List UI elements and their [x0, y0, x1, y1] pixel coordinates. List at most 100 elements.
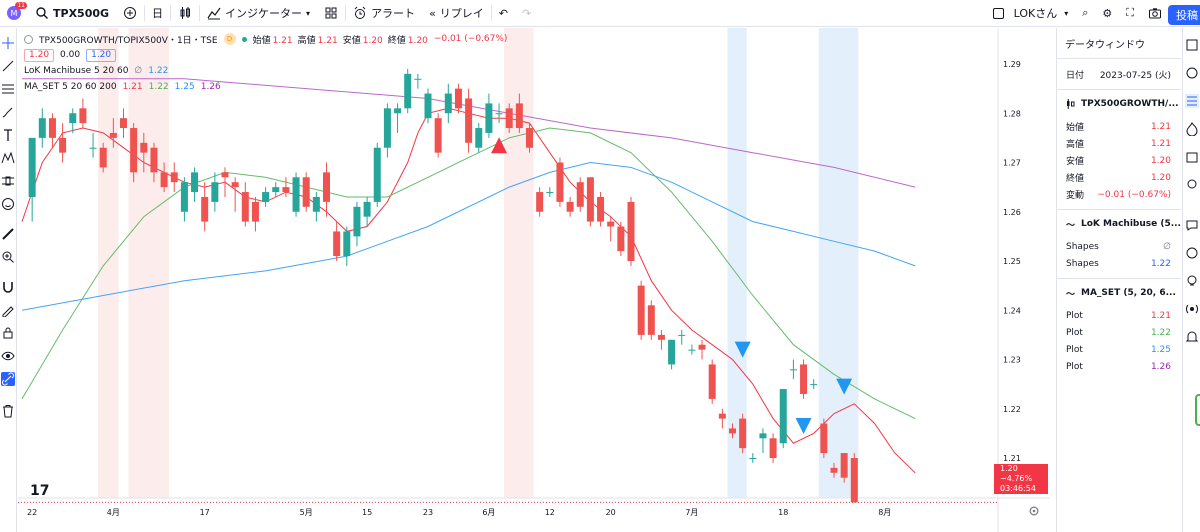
- ohlc-item: 高値 1.21: [298, 33, 338, 46]
- candle-body: [729, 428, 736, 434]
- signal-band: [818, 28, 859, 498]
- candle-body: [191, 172, 199, 193]
- fullscreen-icon: ⛶: [1126, 6, 1134, 19]
- avatar[interactable]: M 11: [7, 2, 27, 20]
- candle-body: [668, 339, 676, 365]
- ohlc-item: 始値 1.21: [253, 33, 293, 46]
- brush-icon[interactable]: [1, 105, 15, 119]
- price-tick-label: 1.28: [1003, 109, 1021, 118]
- candle-body: [109, 132, 117, 138]
- row-value: −0.01 (−0.67%): [1097, 189, 1171, 200]
- gear-icon: ⚙: [1102, 6, 1113, 20]
- data-row: Plot 1.21: [1057, 307, 1181, 324]
- redo-button[interactable]: ↷: [515, 0, 538, 27]
- settings-button[interactable]: ⚙: [1095, 0, 1119, 27]
- symbol-section: TPX500GROWTH/... 始値 1.21 高値 1.21 安値 1.20 終値 1.2…: [1057, 90, 1181, 210]
- undo-button[interactable]: ↶: [492, 0, 515, 27]
- data-row: Plot 1.22: [1057, 324, 1181, 341]
- row-value: 1.25: [1150, 344, 1171, 355]
- chat-icon[interactable]: [1185, 218, 1199, 232]
- date-label: 日付: [1066, 70, 1085, 81]
- watchlist-icon[interactable]: [1185, 38, 1199, 52]
- help-icon[interactable]: [1185, 246, 1199, 260]
- row-label: 始値: [1066, 123, 1085, 133]
- chart-pane[interactable]: 1.29 1.28 1.27 1.26 1.25 1.24 1.23 1.22 1.21 22 4月…: [18, 28, 1050, 532]
- crosshair-icon[interactable]: [1, 36, 15, 50]
- green-status-tab[interactable]: [1195, 394, 1200, 426]
- trash-icon[interactable]: [1, 404, 15, 418]
- hotlist-icon[interactable]: [1185, 122, 1199, 136]
- layouts-button[interactable]: [317, 0, 345, 27]
- indicator-title: MA_SET (5, 20, 6...: [1081, 288, 1176, 298]
- market-status-icon[interactable]: [241, 36, 247, 42]
- ohlc-values: 始値 1.21 高値 1.21 安値 1.20 終値 1.20: [253, 33, 428, 46]
- ideas-icon[interactable]: [1185, 178, 1199, 192]
- user-avatar[interactable]: M 11: [0, 0, 28, 27]
- series-title[interactable]: TPX500GROWTH/TOPIX500V・1日・TSE: [39, 35, 218, 46]
- lightbulb-icon[interactable]: [1185, 274, 1199, 288]
- publish-button[interactable]: 投稿: [1168, 5, 1200, 25]
- indicators-button[interactable]: インジケーター ▾: [200, 0, 317, 27]
- interval-button[interactable]: 日: [145, 0, 170, 27]
- candle-body: [617, 226, 625, 252]
- dividends-badge[interactable]: D: [223, 33, 236, 45]
- replay-icon: «: [429, 6, 436, 20]
- broadcast-icon[interactable]: [1185, 302, 1199, 316]
- sell-price-box[interactable]: 1.20: [24, 48, 55, 62]
- price-tick-label: 1.22: [1003, 405, 1021, 414]
- indicator-legend-machibuse[interactable]: LoK Machibuse 5 20 60 ∅ 1.22: [24, 63, 507, 79]
- alarm-icon[interactable]: [1185, 66, 1199, 80]
- candle-body: [28, 137, 36, 197]
- lock-icon[interactable]: [1, 326, 15, 340]
- snapshot-button[interactable]: [1141, 0, 1200, 27]
- compare-button[interactable]: [116, 0, 144, 27]
- candle-body: [444, 93, 452, 114]
- data-row: 始値 1.21: [1057, 118, 1181, 135]
- forecast-icon[interactable]: [1, 174, 15, 188]
- alert-label: アラート: [371, 7, 416, 20]
- fib-icon[interactable]: [1, 82, 15, 96]
- indicator-legend-ma-set[interactable]: MA_SET 5 20 60 200 1.21 1.22 1.25 1.26: [24, 79, 507, 95]
- data-window-icon[interactable]: [1185, 94, 1199, 108]
- settings-gear-icon[interactable]: [1028, 505, 1040, 517]
- candle-body: [48, 118, 56, 138]
- series-legend: TPX500GROWTH/TOPIX500V・1日・TSE D 始値 1.21 高値…: [24, 31, 507, 47]
- text-icon[interactable]: [1, 128, 15, 142]
- symbol-search-button[interactable]: TPX500G: [28, 0, 116, 27]
- eye-icon[interactable]: [1, 349, 15, 363]
- smile-icon[interactable]: [1, 197, 15, 211]
- plus-circle-icon: [124, 7, 137, 19]
- trend-line-icon[interactable]: [1, 59, 15, 73]
- drawing-toolbar: [0, 28, 17, 532]
- row-label: Shapes: [1066, 258, 1099, 269]
- calendar-icon[interactable]: [1185, 150, 1199, 164]
- quick-search-button[interactable]: ⌕: [1075, 0, 1095, 27]
- ma-set-rows: Plot 1.21 Plot 1.22 Plot 1.25 Plot 1.26: [1057, 307, 1181, 375]
- pattern-icon[interactable]: [1, 151, 15, 165]
- buy-price-box[interactable]: 1.20: [86, 48, 117, 62]
- ohlc-label: 始値: [252, 35, 271, 46]
- indicator-name: LoK Machibuse 5 20 60: [24, 66, 129, 76]
- layout-name-button[interactable]: LOKさん ▾: [986, 0, 1076, 27]
- link-icon[interactable]: [1, 372, 15, 386]
- alert-button[interactable]: アラート: [346, 0, 422, 27]
- divider: [144, 5, 146, 21]
- chart-type-button[interactable]: [171, 0, 199, 27]
- time-tick-label: 7月: [685, 508, 698, 517]
- ruler-icon[interactable]: [1, 227, 15, 241]
- machibuse-title: 〜 LoK Machibuse (5...: [1057, 210, 1181, 238]
- chevron-down-icon: ▾: [1064, 8, 1069, 18]
- bell-icon[interactable]: [1185, 330, 1199, 344]
- candle-body: [394, 108, 402, 114]
- pencil-lock-icon[interactable]: [1, 303, 15, 317]
- data-row: 変動 −0.01 (−0.67%): [1057, 186, 1181, 203]
- price-chart[interactable]: 1.29 1.28 1.27 1.26 1.25 1.24 1.23 1.22 1.21 22 4月…: [18, 28, 1050, 532]
- zoom-in-icon[interactable]: [1, 250, 15, 264]
- candle-body: [363, 201, 371, 217]
- candle-body: [597, 196, 605, 222]
- magnet-icon[interactable]: [1, 280, 15, 294]
- fullscreen-button[interactable]: ⛶: [1119, 0, 1141, 27]
- candle-body: [323, 172, 330, 202]
- price-tick-label: 1.29: [1003, 60, 1021, 69]
- replay-button[interactable]: « リプレイ: [422, 0, 491, 27]
